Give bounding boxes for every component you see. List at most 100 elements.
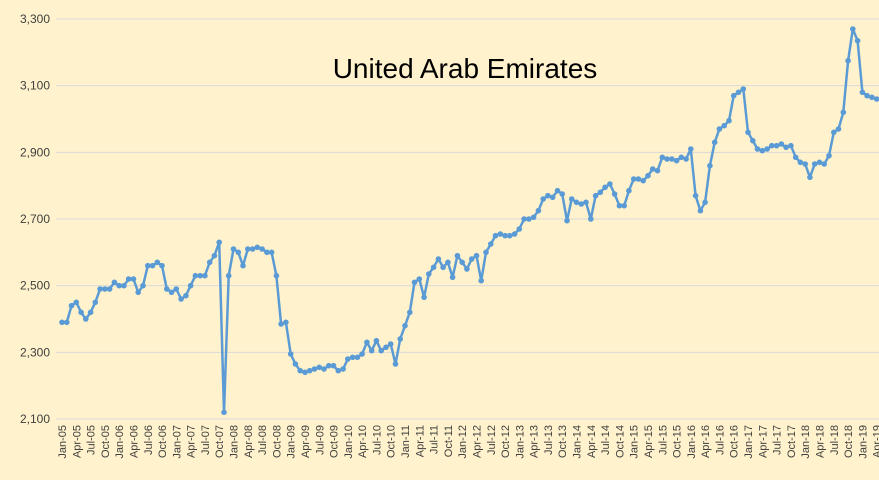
x-tick-label: Jul-18 [829,425,841,455]
x-tick-label: Jul-07 [200,425,212,455]
data-point [740,86,747,92]
data-point [454,252,461,259]
data-point [835,126,842,132]
x-tick-label: Oct-07 [214,425,226,458]
x-tick-label: Jan-19 [857,425,869,459]
x-tick-label: Jan-16 [686,425,698,459]
data-point [197,272,203,279]
data-point [106,286,113,292]
x-tick-label: Jul-15 [657,425,669,455]
data-point [240,262,246,269]
data-point [287,351,294,357]
y-tick-label: 2,900 [20,145,50,159]
data-point [721,122,727,129]
y-tick-label: 3,100 [20,79,50,93]
data-point [168,289,175,296]
data-point [583,199,589,206]
data-point [464,266,470,272]
data-point [730,92,737,99]
data-point [826,152,832,159]
data-point [735,89,742,96]
data-point [135,289,141,296]
data-point [87,309,94,316]
data-point [673,157,680,164]
data-point [211,252,218,259]
data-point [178,296,184,302]
data-point [545,192,551,199]
data-point [511,231,518,237]
data-point [607,181,613,187]
data-point [716,126,723,132]
data-point [859,89,866,96]
x-tick-label: Oct-17 [786,425,798,458]
data-point [445,259,451,266]
data-point [283,319,289,326]
data-point [630,176,637,182]
data-point [164,286,170,292]
data-point [273,272,280,279]
data-point [621,202,627,209]
data-point [116,282,122,289]
data-point [692,192,699,199]
data-point [392,361,399,367]
data-point [459,259,466,266]
data-point [306,367,313,374]
data-point [754,146,761,152]
x-tick-label: Jul-14 [600,425,612,455]
data-point [449,274,456,281]
data-point [726,117,732,124]
data-point [73,299,80,306]
y-tick-label: 2,500 [20,279,50,293]
x-tick-label: Jan-07 [171,425,183,459]
data-point [778,141,785,147]
x-tick-label: Jan-10 [343,425,355,459]
data-point [549,194,556,201]
data-point [850,26,856,32]
data-point [626,187,632,194]
data-point [97,286,103,292]
x-tick-label: Apr-10 [357,425,369,458]
x-axis-ticks: Jan-05 Apr-05 Jul-05 Oct-05 Jan-06 Apr-06 Jul-… [57,425,879,459]
data-point [192,272,199,279]
data-point [264,249,270,256]
y-tick-label: 2,700 [20,212,50,226]
x-tick-label: Jul-08 [257,425,269,455]
data-point [616,202,623,209]
data-point [292,361,299,367]
data-point [707,162,713,169]
data-point [588,216,594,222]
data-point [440,264,446,271]
data-point [430,264,437,271]
data-point [697,207,704,214]
data-point [330,362,337,369]
data-point [683,156,689,162]
data-point [645,172,651,179]
x-tick-label: Apr-12 [471,425,483,458]
data-point [750,137,756,144]
data-point [821,161,827,167]
x-tick-label: Jul-11 [429,425,441,454]
x-tick-label: Jan-05 [57,425,69,459]
data-point [792,154,799,161]
data-point [788,142,794,149]
data-point [611,191,618,197]
data-point [187,282,194,289]
data-point [92,299,99,306]
data-point [373,337,380,344]
data-point [568,196,575,202]
x-tick-label: Jan-11 [400,425,412,458]
data-point [864,92,870,99]
data-point [783,144,789,151]
data-point [254,244,261,251]
x-tick-label: Jul-06 [143,425,155,455]
data-point [468,256,475,262]
x-tick-label: Oct-12 [500,425,512,458]
data-point [802,161,808,167]
data-point [183,292,189,299]
data-point [797,159,804,166]
series-line [62,27,879,414]
data-point [807,174,813,181]
x-tick-label: Apr-16 [700,425,712,458]
x-tick-label: Apr-11 [414,425,426,457]
data-point [483,249,489,256]
